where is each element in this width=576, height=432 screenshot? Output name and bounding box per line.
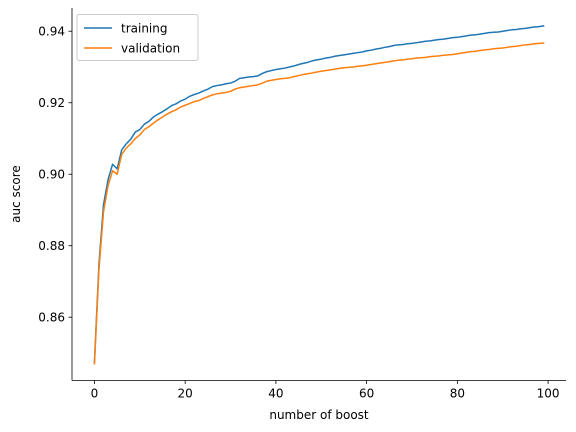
legend-frame (76, 14, 199, 61)
legend-label-validation: validation (121, 41, 180, 55)
x-axis-label: number of boost (269, 408, 369, 422)
x-tick-label: 40 (268, 387, 283, 401)
y-tick-label: 0.86 (38, 310, 65, 324)
x-tick-label: 0 (91, 387, 99, 401)
y-axis-label: auc score (9, 165, 23, 223)
x-tick-label: 80 (450, 387, 465, 401)
series-line-training (93, 25, 545, 363)
x-tick-label: 20 (178, 387, 193, 401)
y-tick-label: 0.94 (38, 24, 65, 38)
legend-label-training: training (121, 21, 168, 35)
series-line-validation (93, 42, 545, 365)
x-tick-label: 60 (359, 387, 374, 401)
y-tick-label: 0.90 (38, 167, 65, 181)
y-tick-label: 0.88 (38, 239, 65, 253)
legend: training validation (76, 14, 199, 61)
y-tick-label: 0.92 (38, 96, 65, 110)
series-layer (93, 25, 545, 365)
y-axis-ticks: 0.86 0.88 0.90 0.92 0.94 (38, 24, 72, 324)
x-tick-label: 100 (537, 387, 560, 401)
x-axis-ticks: 0 20 40 60 80 100 (91, 380, 560, 401)
plot-area: 0 20 40 60 80 100 0.86 0.88 0.90 0.92 0.94 (38, 8, 566, 401)
